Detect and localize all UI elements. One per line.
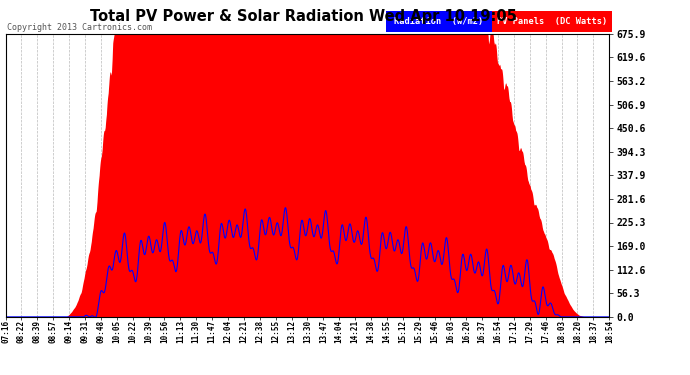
- Text: Radiation  (w/m2): Radiation (w/m2): [394, 17, 483, 26]
- FancyBboxPatch shape: [386, 11, 491, 32]
- FancyBboxPatch shape: [491, 11, 612, 32]
- Text: PV Panels  (DC Watts): PV Panels (DC Watts): [497, 17, 607, 26]
- Text: Total PV Power & Solar Radiation Wed Apr 10 19:05: Total PV Power & Solar Radiation Wed Apr…: [90, 9, 517, 24]
- Text: Copyright 2013 Cartronics.com: Copyright 2013 Cartronics.com: [7, 23, 152, 32]
